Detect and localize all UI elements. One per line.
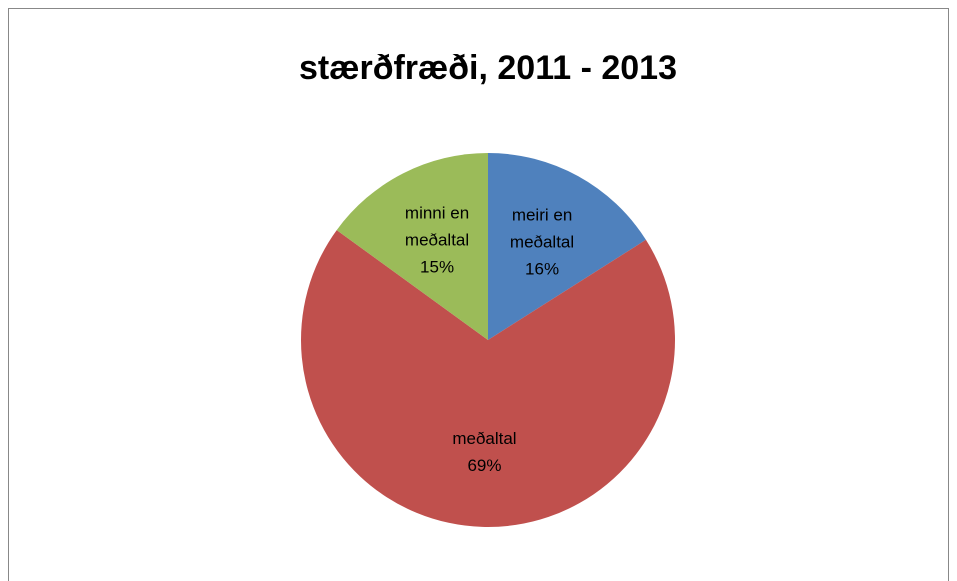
value-label: 69% (467, 456, 502, 476)
chart-title: stærðfræði, 2011 - 2013 (299, 49, 677, 87)
pie-slice (300, 230, 675, 527)
category-label: minni en meðaltal (404, 203, 470, 250)
slice-label: minni en meðaltal 15% (395, 200, 479, 281)
slice-label: meðaltal 69% (442, 425, 526, 479)
pie-slice (488, 153, 646, 340)
category-label: meðaltal (452, 429, 517, 449)
slice-label: meiri en meðaltal 16% (500, 201, 584, 282)
value-label: 16% (525, 259, 560, 279)
category-label: meiri en meðaltal (509, 205, 575, 252)
pie-slice (336, 153, 488, 340)
value-label: 15% (420, 257, 455, 277)
